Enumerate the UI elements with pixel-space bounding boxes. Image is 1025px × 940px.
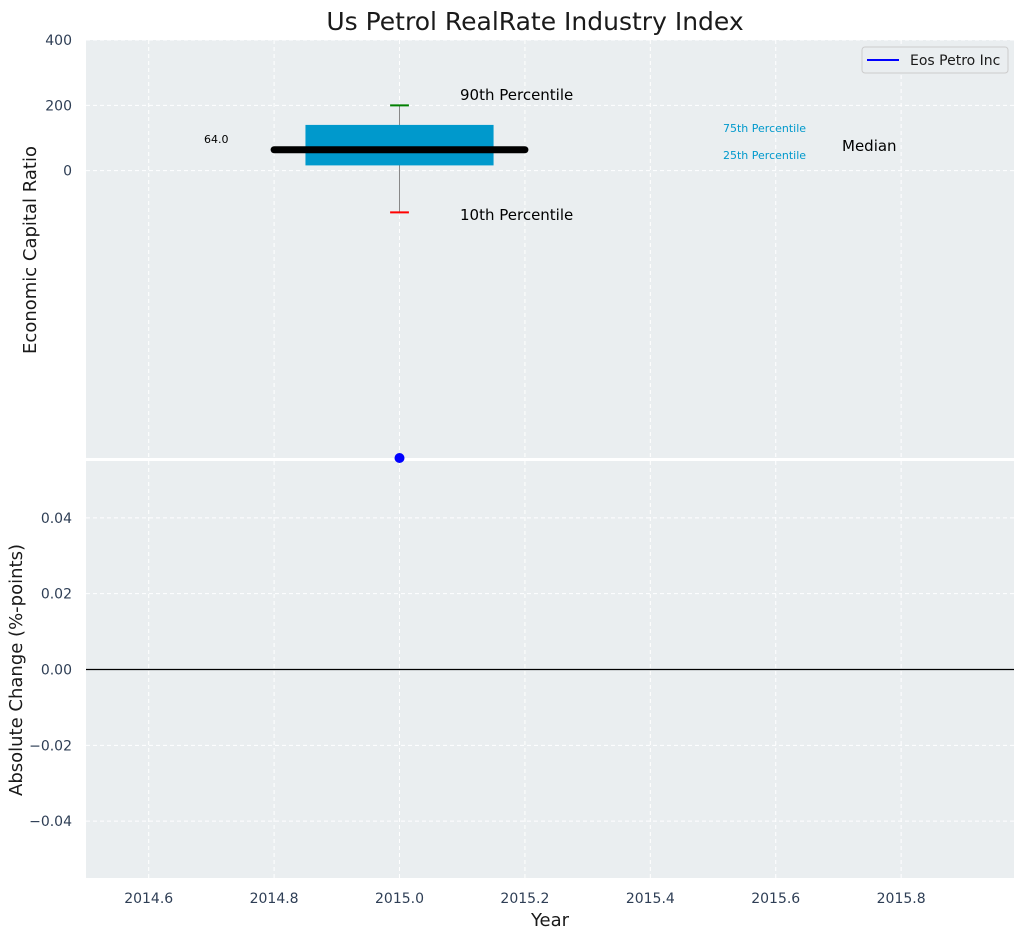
key-p75-text: 75th Percentile (723, 122, 806, 135)
series-point-eos-petro (394, 453, 405, 463)
legend-box (861, 46, 1009, 74)
key-p25-text: 25th Percentile (723, 149, 806, 162)
bottom-y-tick-label: 0.02 (41, 587, 72, 603)
bottom-y-tick-label: −0.02 (29, 738, 72, 754)
iqr-box (305, 124, 494, 166)
top-y-tick-label: 400 (45, 33, 72, 49)
marks-layer (86, 104, 1014, 671)
bottom-y-tick-label: −0.04 (29, 814, 72, 830)
x-axis-title: Year (530, 910, 570, 931)
top-panel-background (86, 40, 1014, 458)
bottom-y-axis-title: Absolute Change (%-points) (6, 544, 27, 796)
x-tick-label: 2014.6 (124, 891, 173, 907)
x-tick-label: 2015.4 (626, 891, 675, 907)
p90-annotation: 90th Percentile (460, 86, 573, 104)
p10-annotation: 10th Percentile (460, 206, 573, 224)
top-y-axis-title: Economic Capital Ratio (20, 146, 41, 354)
x-tick-label: 2015.0 (375, 891, 424, 907)
bottom-y-tick-label: 0.04 (41, 511, 72, 527)
x-tick-label: 2015.8 (877, 891, 926, 907)
x-tick-label: 2015.6 (751, 891, 800, 907)
x-tick-label: 2015.2 (500, 891, 549, 907)
top-y-tick-label: 0 (63, 164, 72, 180)
median-value-label: 64.0 (204, 133, 229, 146)
legend-label-eos-petro: Eos Petro Inc (910, 53, 1000, 69)
bottom-y-tick-label: 0.00 (41, 663, 72, 679)
key-median-text: Median (842, 137, 897, 155)
x-tick-label: 2014.8 (250, 891, 299, 907)
chart-title: Us Petrol RealRate Industry Index (326, 7, 743, 36)
legend: Eos Petro Inc (861, 46, 1009, 74)
top-y-tick-label: 200 (45, 98, 72, 114)
ticks-layer: 2014.6 2014.8 2015.0 2015.2 2015.4 2015.6 2015… (29, 33, 926, 907)
